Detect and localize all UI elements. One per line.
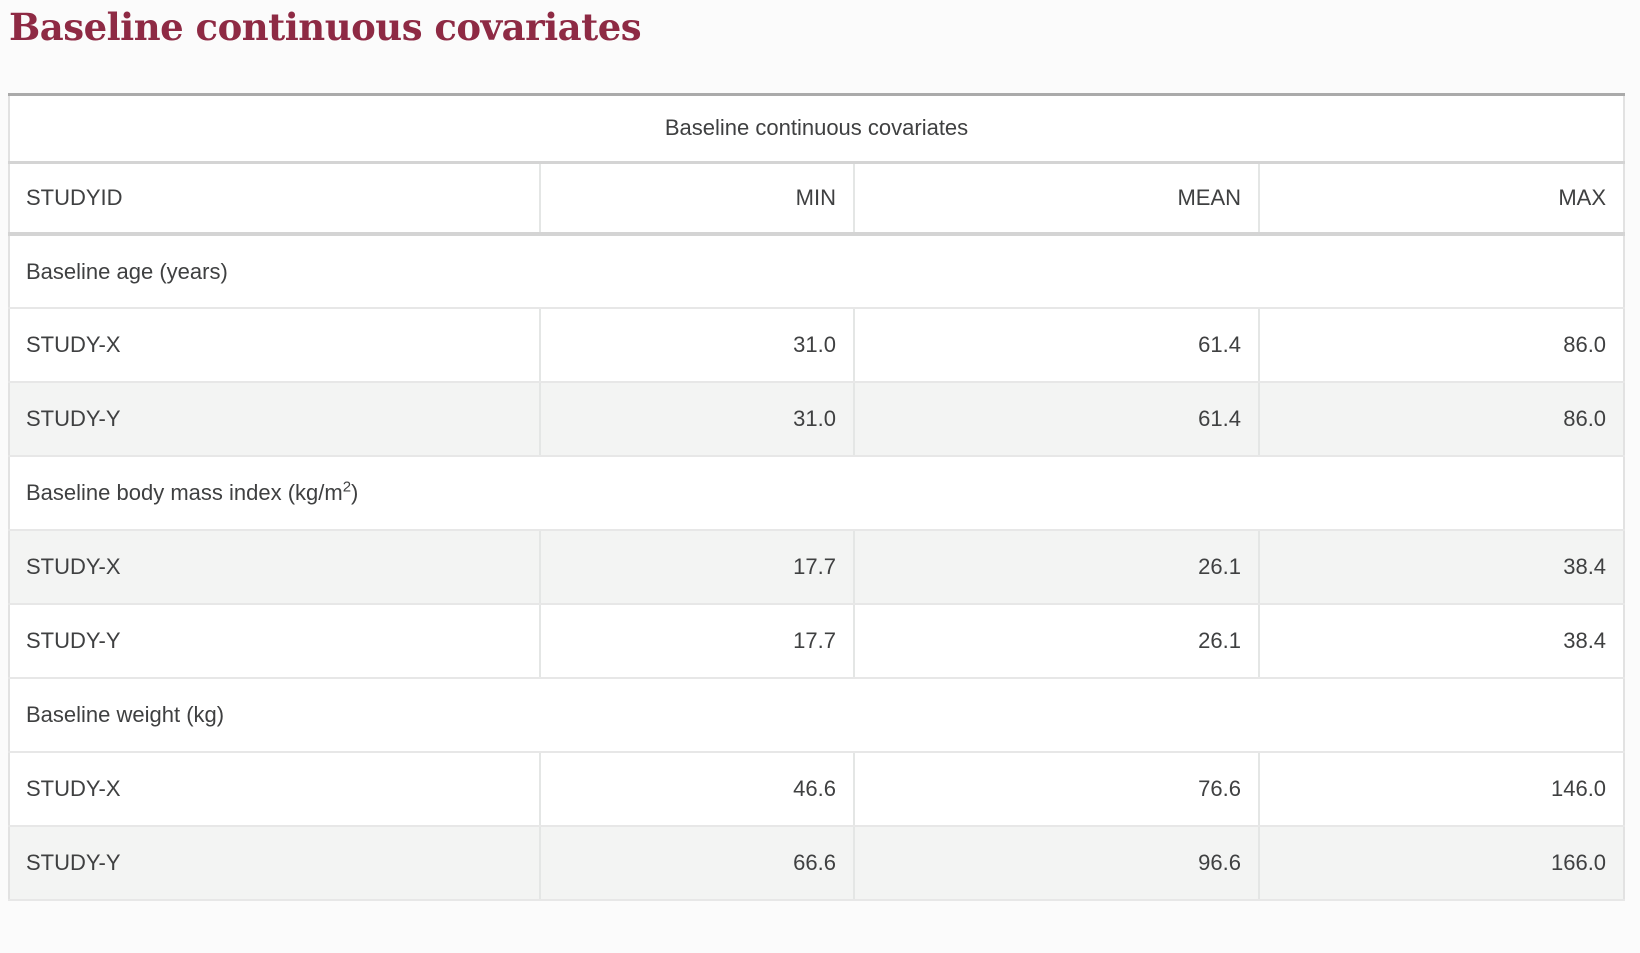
mean-cell: 26.1 [853,604,1259,680]
mean-cell: 61.4 [853,308,1259,384]
mean-cell: 26.1 [853,530,1259,606]
section-row-weight: Baseline weight (kg) [9,678,1625,754]
studyid-cell: STUDY-Y [9,826,540,902]
column-header-min: MIN [539,162,854,237]
column-header-mean: MEAN [853,162,1259,237]
table-header-row: STUDYID MIN MEAN MAX [9,162,1625,237]
max-cell: 166.0 [1257,826,1625,902]
section-row-bmi: Baseline body mass index (kg/m2) [9,456,1625,532]
min-cell: 66.6 [539,826,854,902]
page-title: Baseline continuous covariates [9,5,642,49]
section-label-text: Baseline weight (kg) [26,702,225,728]
section-row-age: Baseline age (years) [9,234,1625,310]
max-cell: 38.4 [1257,530,1625,606]
column-header-max: MAX [1257,162,1625,237]
table-row-weight-study-y: STUDY-Y 66.6 96.6 166.0 [9,826,1625,902]
column-header-studyid: STUDYID [9,162,540,237]
section-label-suffix: ) [351,480,359,506]
table-row-weight-study-x: STUDY-X 46.6 76.6 146.0 [9,752,1625,828]
mean-cell: 61.4 [853,382,1259,458]
mean-cell: 96.6 [853,826,1259,902]
covariates-table: Baseline continuous covariates STUDYID M… [8,92,1626,902]
section-label-weight: Baseline weight (kg) [9,678,1625,754]
table-row-bmi-study-x: STUDY-X 17.7 26.1 38.4 [9,530,1625,606]
studyid-cell: STUDY-X [9,308,540,384]
table-row-age-study-y: STUDY-Y 31.0 61.4 86.0 [9,382,1625,458]
max-cell: 86.0 [1257,382,1625,458]
table-row-age-study-x: STUDY-X 31.0 61.4 86.0 [9,308,1625,384]
studyid-cell: STUDY-Y [9,382,540,458]
table-row-bmi-study-y: STUDY-Y 17.7 26.1 38.4 [9,604,1625,680]
section-label-age: Baseline age (years) [9,234,1625,310]
table-caption-row: Baseline continuous covariates [9,94,1625,164]
section-label-bmi: Baseline body mass index (kg/m2) [9,456,1625,532]
studyid-cell: STUDY-X [9,530,540,606]
section-label-text: Baseline body mass index (kg/m [26,480,343,506]
section-label-text: Baseline age (years) [26,258,228,284]
max-cell: 86.0 [1257,308,1625,384]
min-cell: 17.7 [539,604,854,680]
min-cell: 31.0 [539,382,854,458]
mean-cell: 76.6 [853,752,1259,828]
min-cell: 31.0 [539,308,854,384]
max-cell: 146.0 [1257,752,1625,828]
section-label-superscript: 2 [342,478,352,496]
studyid-cell: STUDY-X [9,752,540,828]
studyid-cell: STUDY-Y [9,604,540,680]
min-cell: 17.7 [539,530,854,606]
max-cell: 38.4 [1257,604,1625,680]
min-cell: 46.6 [539,752,854,828]
table-caption: Baseline continuous covariates [9,94,1625,164]
